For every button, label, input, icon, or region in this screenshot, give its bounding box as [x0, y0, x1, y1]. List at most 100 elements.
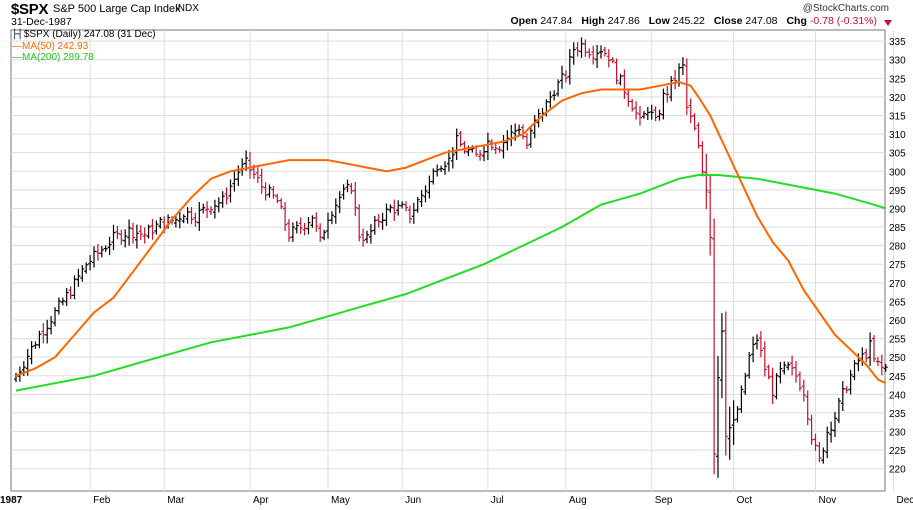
ohlc-bar	[778, 362, 783, 384]
ohlc-bar	[790, 355, 795, 376]
ohlc-bar	[92, 246, 96, 268]
ohlc-bar	[193, 212, 198, 227]
ohlc-bar	[634, 101, 639, 120]
ohlc-bar	[220, 191, 225, 208]
ohlc-bar	[53, 307, 57, 327]
ohlc-bar	[809, 414, 814, 445]
ohlc-bar	[840, 381, 845, 411]
x-tick-label: Mar	[167, 495, 185, 506]
y-tick-label: 255	[889, 335, 906, 346]
ohlc-bar	[68, 286, 73, 300]
ohlc-bar	[524, 133, 529, 149]
ohlc-bar	[680, 57, 685, 76]
ohlc-bar	[294, 221, 299, 234]
ohlc-bar	[868, 332, 873, 366]
y-axis: 220 225 230 235 240 245 250 255 260 265 270 275 280 2…	[889, 37, 906, 476]
ohlc-bar	[801, 379, 806, 402]
y-tick-label: 260	[889, 316, 906, 327]
ohlc-bar	[462, 141, 467, 154]
ohlc-bar	[735, 406, 740, 423]
symbol: $SPX	[11, 1, 49, 18]
ohlc-bar	[610, 57, 615, 64]
ohlc-bar	[392, 199, 397, 221]
y-tick-label: 245	[889, 372, 906, 383]
ohlc-bar	[595, 45, 600, 69]
ohlc-bar	[446, 150, 451, 172]
watermark: @StockCharts.com	[802, 3, 889, 14]
ohlc-bar	[361, 228, 366, 247]
ohlc-bar	[883, 363, 888, 372]
ohlc-bar	[396, 200, 401, 216]
ohlc-bar	[337, 191, 342, 214]
ohlc-bar	[739, 385, 744, 413]
ohlc-bar	[29, 341, 34, 365]
high-label: High	[581, 15, 605, 27]
ohlc-bar	[575, 42, 580, 57]
ohlc-bar	[591, 45, 596, 65]
ohlc-bar	[127, 219, 132, 246]
y-tick-label: 275	[889, 260, 906, 271]
ohlc-bar	[45, 319, 50, 344]
ohlc-bar	[708, 174, 713, 256]
ohlc-bar	[599, 45, 603, 59]
ohlc-bar	[458, 130, 463, 147]
ohlc-bar	[80, 265, 85, 282]
ohlc-bar	[626, 88, 631, 107]
y-tick-label: 335	[889, 37, 906, 48]
ohlc-bar	[115, 226, 120, 240]
ohlc-bar	[138, 225, 143, 241]
ohlc-bar	[279, 198, 284, 210]
x-tick-label: Sep	[655, 495, 673, 506]
ohlc-bar	[423, 185, 428, 203]
ohlc-bar	[37, 330, 42, 349]
ohlc-bar	[88, 255, 93, 271]
ohlc-bar	[439, 165, 444, 172]
ohlc-bar	[478, 150, 483, 161]
ohlc-bar	[415, 197, 420, 213]
x-axis: 1987 Feb Mar Apr May Jun Jul Aug Sep Oct Nov Dec	[0, 495, 913, 506]
ohlc-bar	[517, 124, 522, 136]
ohlc-bar	[103, 245, 108, 252]
ohlc-bar	[528, 127, 533, 148]
ohlc-bar	[64, 288, 69, 307]
ohlc-bar	[852, 359, 857, 381]
ohlc-bar	[298, 217, 303, 234]
grid	[11, 30, 894, 491]
ohlc-bar	[782, 361, 787, 375]
ohlc-bar	[146, 224, 151, 239]
y-tick-label: 310	[889, 130, 906, 141]
y-tick-label: 230	[889, 428, 906, 439]
ohlc-bar	[205, 201, 210, 219]
x-tick-label: Apr	[253, 495, 269, 506]
ohlc-bar	[283, 201, 288, 232]
ohlc-bar	[864, 348, 869, 363]
ohlc-bar	[661, 88, 666, 120]
close-value: 247.08	[745, 15, 778, 27]
ohlc-bar	[33, 341, 38, 349]
ohlc-bar	[583, 39, 588, 57]
y-tick-label: 250	[889, 353, 906, 364]
ohlc-bar	[758, 331, 763, 358]
ohlc-bar	[267, 184, 272, 198]
ohlc-bar	[150, 219, 155, 240]
legend-ma200: —MA(200) 289.78	[12, 52, 94, 63]
ohlc-bar	[700, 141, 705, 177]
ohlc-bar	[232, 171, 237, 192]
ohlc-bar	[111, 224, 116, 251]
ohlc-bar	[107, 236, 112, 256]
y-tick-label: 265	[889, 297, 906, 308]
ohlc-bar	[673, 69, 678, 90]
chg-label: Chg	[786, 15, 807, 27]
ohlc-bar	[563, 70, 568, 83]
x-tick-label: Jul	[491, 495, 504, 506]
ohlc-bar	[142, 227, 147, 244]
down-arrow-icon	[884, 20, 892, 26]
high-value: 247.86	[607, 15, 640, 27]
x-tick-label: Feb	[93, 495, 111, 506]
ohlc-bar	[49, 316, 54, 335]
ohlc-bar	[388, 204, 393, 213]
ohlc-bar	[571, 42, 576, 65]
ohlc-bar	[255, 167, 260, 184]
close-label: Close	[713, 15, 743, 27]
